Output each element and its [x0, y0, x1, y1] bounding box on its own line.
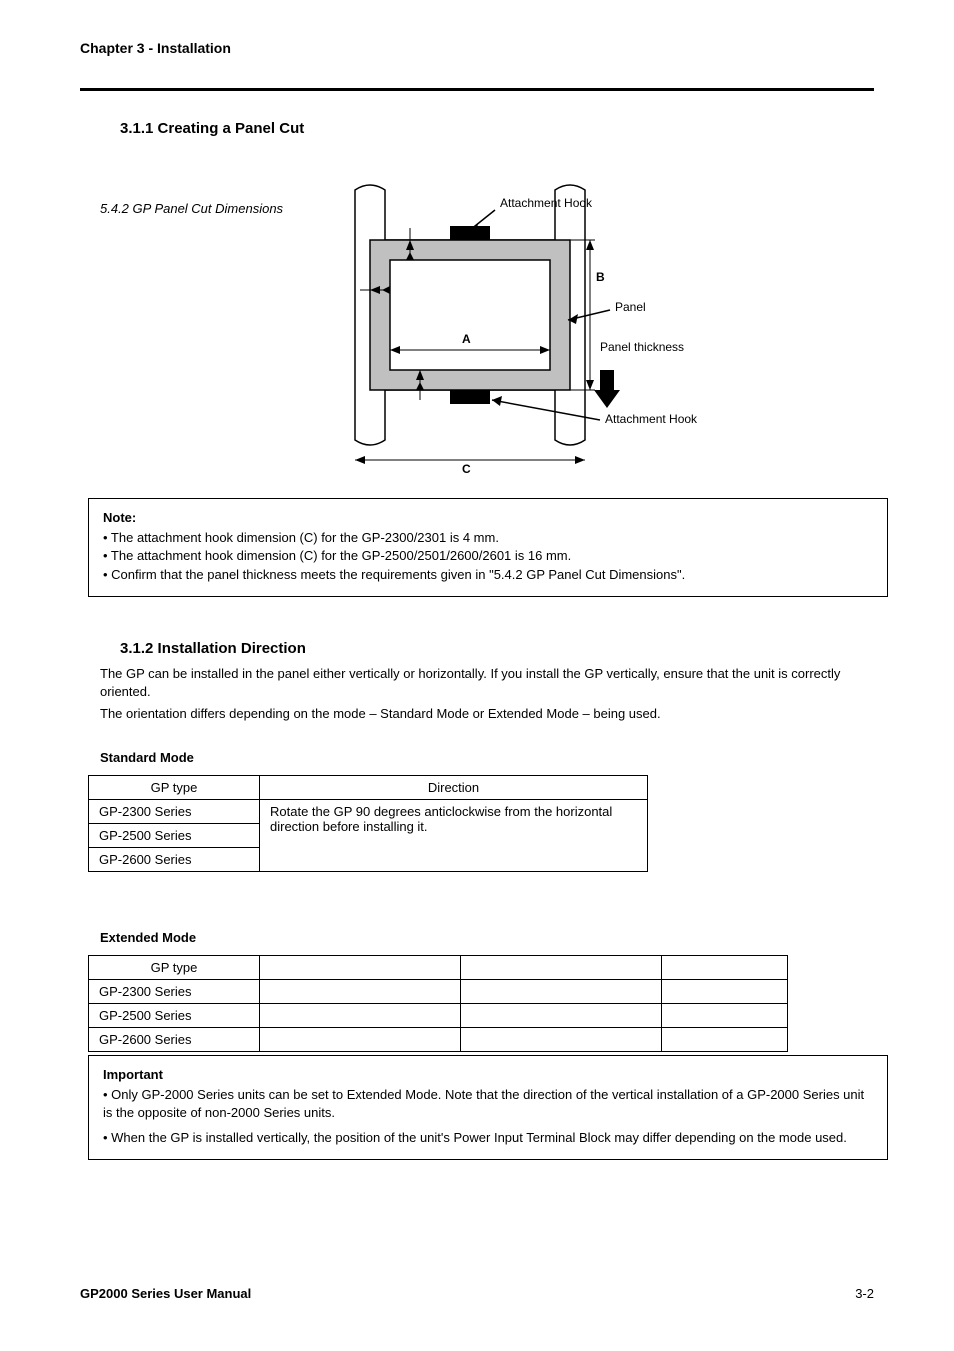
extended-mode-table: GP type GP-2300 Series GP-2500 Series GP…	[88, 955, 788, 1052]
ext-r3c2	[260, 1028, 461, 1052]
ext-r2c3	[461, 1004, 662, 1028]
ext-r2c2	[260, 1004, 461, 1028]
ext-r2c1: GP-2500 Series	[89, 1004, 260, 1028]
section2-intro: The GP can be installed in the panel eit…	[100, 665, 860, 700]
extended-mode-table-wrap: GP type GP-2300 Series GP-2500 Series GP…	[88, 955, 788, 1052]
table-row: GP-2500 Series	[89, 1004, 788, 1028]
label-B: B	[596, 270, 605, 284]
page-root: Chapter 3 - Installation 3.1.1 Creating …	[0, 0, 954, 1351]
std-col-gp: GP type	[89, 776, 260, 800]
std-col-dir: Direction	[260, 776, 648, 800]
ext-r2c4	[662, 1004, 788, 1028]
note-line-2: • The attachment hook dimension (C) for …	[103, 547, 873, 565]
std-r1c1: GP-2300 Series	[89, 800, 260, 824]
ext-col-4	[662, 956, 788, 980]
ext-r3c3	[461, 1028, 662, 1052]
ext-r1c1: GP-2300 Series	[89, 980, 260, 1004]
page-header: Chapter 3 - Installation	[80, 40, 874, 58]
section-3-1-1-heading: 3.1.1 Creating a Panel Cut	[120, 120, 304, 137]
extended-mode-heading: Extended Mode	[100, 930, 196, 945]
label-panel: Panel	[615, 300, 646, 314]
header-rule	[80, 88, 874, 91]
ext-r3c1: GP-2600 Series	[89, 1028, 260, 1052]
table-row: GP type	[89, 956, 788, 980]
standard-mode-table: GP type Direction GP-2300 Series Rotate …	[88, 775, 648, 872]
ext-r1c2	[260, 980, 461, 1004]
std-r3c1: GP-2600 Series	[89, 848, 260, 872]
dimensions-ref: 5.4.2 GP Panel Cut Dimensions	[100, 200, 290, 218]
ext-col-2	[260, 956, 461, 980]
important-heading: Important	[103, 1066, 873, 1084]
note-heading: Note:	[103, 509, 873, 527]
table-row: GP type Direction	[89, 776, 648, 800]
std-r1c2: Rotate the GP 90 degrees anticlockwise f…	[260, 800, 648, 872]
ext-col-3	[461, 956, 662, 980]
imp-line-2: • When the GP is installed vertically, t…	[103, 1129, 873, 1147]
note-box-1: Note: • The attachment hook dimension (C…	[88, 498, 888, 597]
footer-label: GP2000 Series User Manual	[80, 1286, 251, 1301]
table-row: GP-2300 Series Rotate the GP 90 degrees …	[89, 800, 648, 824]
table-row: GP-2600 Series	[89, 1028, 788, 1052]
label-attachment-hook-top: Attachment Hook	[500, 196, 592, 210]
label-attachment-hook-bottom: Attachment Hook	[605, 412, 697, 426]
label-C: C	[462, 462, 471, 476]
important-note-box: Important • Only GP-2000 Series units ca…	[88, 1055, 888, 1160]
standard-mode-heading: Standard Mode	[100, 750, 194, 765]
ext-r1c3	[461, 980, 662, 1004]
footer-page-number: 3-2	[855, 1286, 874, 1301]
imp-line-1: • Only GP-2000 Series units can be set t…	[103, 1086, 873, 1122]
section2-mode-intro: The orientation differs depending on the…	[100, 705, 860, 723]
header-title: Chapter 3 - Installation	[80, 40, 231, 56]
label-A: A	[462, 332, 471, 346]
ext-r3c4	[662, 1028, 788, 1052]
std-r2c1: GP-2500 Series	[89, 824, 260, 848]
label-panel-thickness: Panel thickness	[600, 340, 684, 354]
ext-r1c4	[662, 980, 788, 1004]
note-line-3: • Confirm that the panel thickness meets…	[103, 566, 873, 584]
ext-col-1: GP type	[89, 956, 260, 980]
panel-cut-diagram: Attachment Hook Panel Panel thickness At…	[300, 160, 740, 480]
table-row: GP-2300 Series	[89, 980, 788, 1004]
note-line-1: • The attachment hook dimension (C) for …	[103, 529, 873, 547]
standard-mode-table-wrap: GP type Direction GP-2300 Series Rotate …	[88, 775, 648, 872]
section-3-1-2-heading: 3.1.2 Installation Direction	[120, 640, 306, 657]
